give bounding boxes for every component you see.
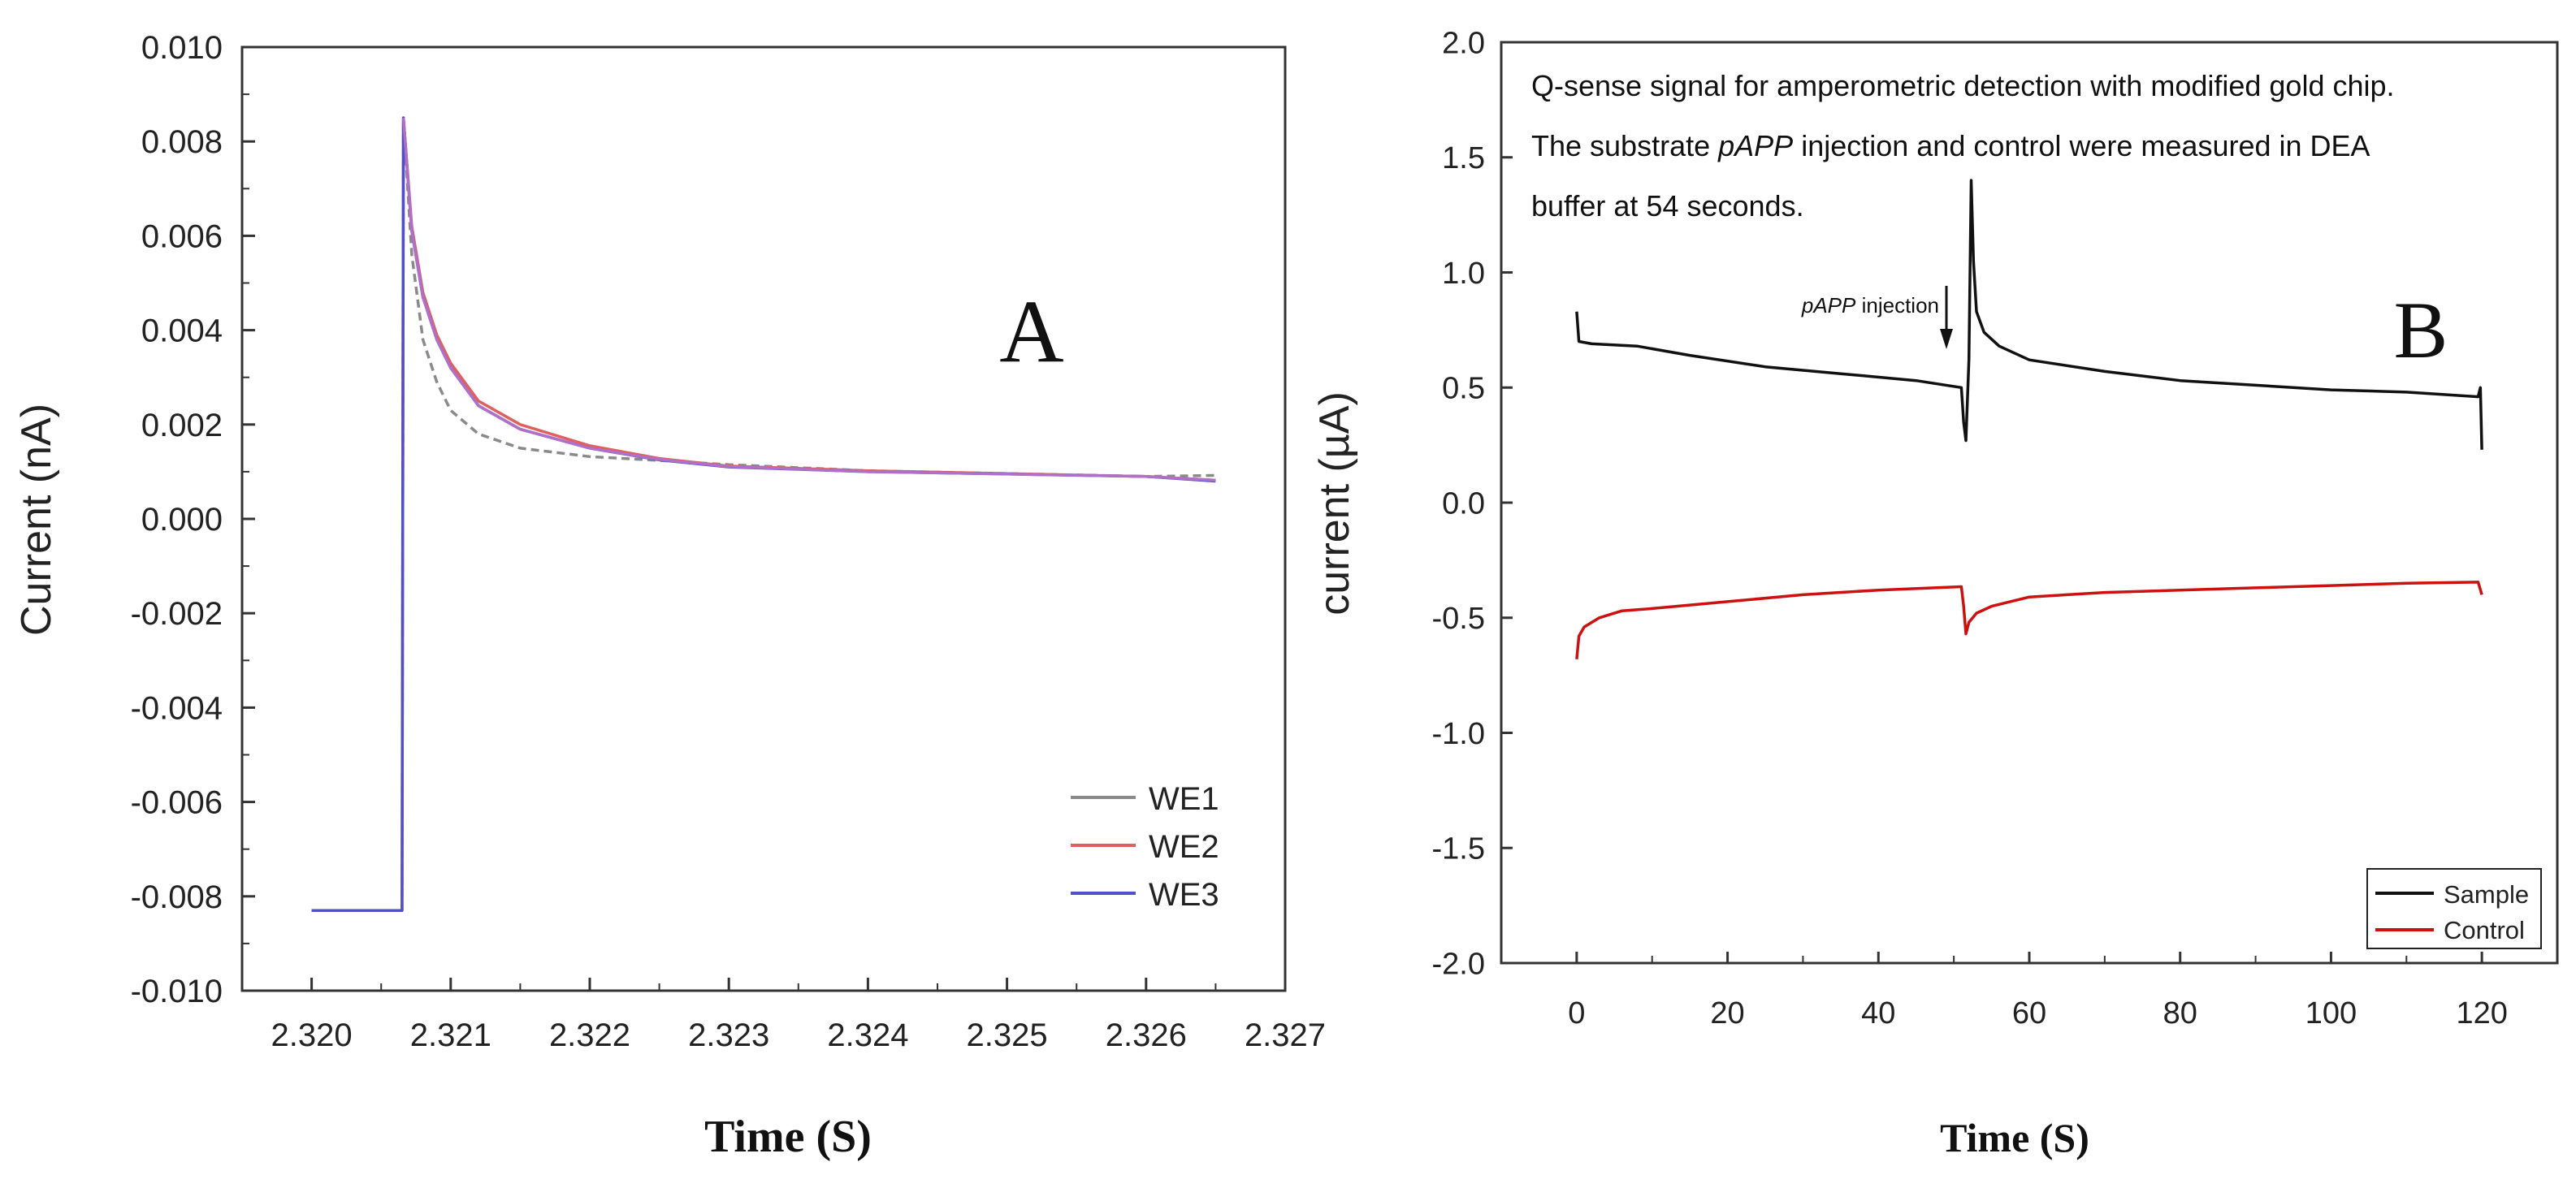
panel-b-y-axis: -2.0 -1.5 -1.0 -0.5 0.0 0.5 1.0 1.5 2.0 [1432, 26, 1513, 981]
panel-b-legend-box [2366, 868, 2542, 949]
panel-b-x-tick-label: 100 [2305, 996, 2357, 1030]
panel-a-label: A [999, 282, 1063, 381]
annotation-line-3: buffer at 54 seconds. [1531, 189, 1804, 222]
panel-a-legend: WE1 WE2 WE3 [1071, 781, 1219, 913]
panel-a-y-tick-label: 0.008 [141, 124, 223, 160]
panel-a-y-tick-label: 0.004 [141, 313, 223, 349]
panel-a-y-axis-label: Current (nA) [13, 404, 60, 636]
panel-a-y-tick-label: 0.000 [141, 502, 223, 538]
panel-a-x-tick-label: 2.320 [271, 1017, 353, 1053]
panel-b-x-tick-label: 40 [1861, 996, 1895, 1030]
panel-a-series [311, 116, 1216, 912]
panel-a-y-tick-label: -0.010 [131, 974, 223, 1009]
panel-a-y-tick-label: 0.010 [141, 30, 223, 66]
panel-b-series-sample [1575, 179, 2483, 450]
panel-b-y-tick-label: 2.0 [1442, 26, 1485, 60]
panel-b-series [1575, 179, 2483, 659]
panel-b-x-axis-label: Time (S) [1940, 1115, 2089, 1160]
panel-a-y-tick-label: -0.008 [131, 879, 223, 915]
panel-b-y-tick-label: -0.5 [1432, 602, 1485, 636]
panel-b-y-tick-label: 0.0 [1442, 486, 1485, 521]
panel-b-y-tick-label: -1.5 [1432, 832, 1485, 866]
panel-a-x-tick-label: 2.324 [827, 1017, 908, 1053]
panel-a-x-tick-label: 2.321 [410, 1017, 491, 1053]
legend-label-we2: WE2 [1149, 829, 1219, 865]
legend-label-sample: Sample [2444, 880, 2529, 909]
panel-b-label: B [2394, 285, 2448, 375]
panel-a-x-tick-label: 2.323 [688, 1017, 769, 1053]
panel-a: -0.010 -0.008 -0.006 -0.004 -0.002 0.000 0.002… [13, 30, 1326, 1162]
panel-b: -2.0 -1.5 -1.0 -0.5 0.0 0.5 1.0 1.5 2.0 0 20 40 60 8… [1311, 26, 2559, 1160]
panel-b-series-control [1575, 581, 2483, 659]
injection-arrow-head [1940, 329, 1953, 349]
panel-a-y-tick-label: 0.002 [141, 408, 223, 443]
legend-label-control: Control [2444, 916, 2525, 944]
panel-b-x-tick-label: 20 [1710, 996, 1744, 1030]
panel-b-x-axis: 0 20 40 60 80 100 120 [1568, 952, 2508, 1030]
panel-b-x-tick-label: 80 [2163, 996, 2197, 1030]
panel-a-x-tick-label: 2.327 [1245, 1017, 1326, 1053]
panel-a-x-axis: 2.320 2.321 2.322 2.323 2.324 2.325 2.326 2.327 [271, 978, 1326, 1053]
panel-b-x-tick-label: 120 [2456, 996, 2507, 1030]
panel-a-y-axis: -0.010 -0.008 -0.006 -0.004 -0.002 0.000 0.002… [131, 30, 255, 1009]
panel-b-x-tick-label: 0 [1568, 996, 1585, 1030]
panel-a-y-tick-label: 0.006 [141, 218, 223, 254]
panel-a-y-tick-label: -0.002 [131, 596, 223, 632]
panel-a-x-axis-label: Time (S) [704, 1112, 872, 1162]
panel-b-y-tick-label: 1.5 [1442, 141, 1485, 175]
panel-b-y-tick-label: 1.0 [1442, 257, 1485, 291]
panel-b-y-axis-label: current (µA) [1311, 391, 1358, 616]
panel-a-y-tick-label: -0.006 [131, 785, 223, 821]
panel-b-legend: Sample Control [2366, 868, 2542, 949]
panel-a-series-overlay [401, 117, 1216, 482]
injection-annotation-label: pAPP injection [1801, 293, 1939, 318]
panel-b-y-tick-label: 0.5 [1442, 372, 1485, 406]
panel-a-x-tick-label: 2.326 [1106, 1017, 1187, 1053]
annotation-line-1: Q-sense signal for amperometric detectio… [1531, 69, 2395, 102]
panel-b-y-tick-label: -1.0 [1432, 717, 1485, 751]
panel-b-y-tick-label: -2.0 [1432, 947, 1485, 981]
panel-a-x-tick-label: 2.325 [967, 1017, 1048, 1053]
annotation-line-2: The substrate pAPP injection and control… [1531, 129, 2370, 162]
panel-b-x-tick-label: 60 [2012, 996, 2046, 1030]
legend-label-we3: WE3 [1149, 877, 1219, 913]
panel-a-y-tick-label: -0.004 [131, 690, 223, 726]
legend-label-we1: WE1 [1149, 781, 1219, 817]
panel-a-x-tick-label: 2.322 [549, 1017, 630, 1053]
